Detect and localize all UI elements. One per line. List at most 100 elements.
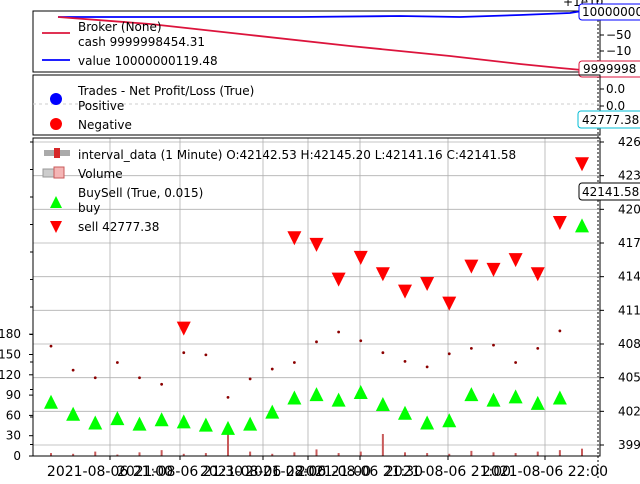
price-point (381, 351, 385, 355)
price-point (71, 368, 75, 372)
price-tick-label: 417 (618, 236, 640, 250)
volume-bar (293, 452, 296, 456)
price-tick-label: 420 (618, 202, 640, 216)
volume-bar (470, 450, 473, 456)
sell-marker (464, 259, 479, 274)
value-line (58, 10, 583, 18)
buy-legend-label: buy (78, 201, 100, 215)
price-tick-label: 408 (618, 337, 640, 351)
price-point (248, 377, 252, 381)
sell-marker (309, 237, 324, 252)
volume-tick-label: 120 (0, 368, 21, 382)
main-panel-frame (32, 137, 601, 457)
cash-tag-box (578, 60, 640, 78)
price-point (536, 346, 540, 350)
buy-marker (309, 387, 324, 402)
sell-marker (442, 296, 457, 311)
volume-bar (116, 454, 119, 456)
sell-marker (420, 277, 435, 292)
volume-legend-label: Volume (78, 167, 123, 181)
volume-bar (536, 451, 539, 456)
buy-marker (353, 385, 368, 399)
price-point (425, 365, 429, 369)
buy-marker (132, 416, 147, 431)
cash-legend-label: cash 9999998454.31 (78, 35, 205, 49)
negative-legend-marker (50, 118, 62, 130)
buy-legend-marker (50, 196, 62, 208)
price-tick-label: 411 (618, 303, 640, 317)
sell-marker (398, 284, 412, 299)
buy-marker (552, 390, 567, 405)
volume-bar (581, 448, 583, 456)
buy-marker (198, 417, 213, 432)
buy-marker (44, 394, 58, 409)
buysell-legend-title: BuySell (True, 0.015) (78, 186, 203, 200)
volume-legend-swatch (42, 168, 56, 178)
value-tag: 10000000 (582, 5, 640, 19)
x-tick-label: 2021-08-06 22:00 (200, 464, 326, 480)
price-point (403, 360, 407, 363)
volume-bar (227, 426, 229, 456)
price-point (447, 352, 451, 356)
buy-marker (110, 411, 125, 426)
price-tick-label: 426 (618, 135, 640, 149)
buy-marker (176, 414, 191, 429)
price-tick-label: 402 (618, 404, 640, 418)
volume-bar (204, 453, 207, 456)
sell-marker (176, 321, 191, 336)
sell-legend-marker (50, 221, 62, 233)
price-point (558, 329, 562, 333)
volume-tick-label: 150 (0, 348, 21, 362)
price-point (204, 353, 208, 357)
trades-tick-label: 0.0 (606, 99, 625, 113)
negative-legend-label: Negative (78, 118, 132, 132)
buy-markers (44, 218, 589, 435)
volume-bar (359, 451, 362, 456)
x-tick-label: 2021-08-06 21:00 (245, 464, 371, 480)
volume-bar (50, 453, 52, 456)
buy-marker (398, 405, 412, 420)
volume-bar (271, 453, 274, 456)
x-tick-label: 2021-08-06 21:30 (297, 464, 423, 480)
trades-legend-title: Trades - Net Profit/Loss (True) (77, 84, 254, 98)
broker-tick-label: −50 (606, 28, 631, 42)
price-tick-label: 405 (618, 371, 640, 385)
sell-marker (530, 267, 545, 282)
volume-bar (72, 453, 75, 456)
sell-marker (486, 262, 501, 277)
volume-bar (94, 451, 97, 456)
buy-marker (420, 415, 435, 430)
sell-marker (552, 216, 567, 231)
price-tag: 42141.58 (582, 185, 639, 199)
sell-marker (353, 250, 368, 265)
positive-legend-label: Positive (78, 99, 124, 113)
volume-bar (448, 453, 451, 456)
price-point (270, 367, 274, 371)
x-tick-label: 2021-08-06 21:30 (117, 464, 243, 480)
buy-marker (530, 395, 545, 410)
buy-marker (331, 392, 346, 407)
ohlc-legend-swatch-red (54, 148, 60, 158)
ohlc-legend-swatch-gray (44, 150, 56, 156)
volume-tick-label: 90 (6, 388, 21, 402)
price-point (160, 382, 164, 386)
ohlc-legend-swatch-gray (60, 150, 70, 156)
ohlc-legend-label: interval_data (1 Minute) O:42142.53 H:42… (78, 148, 516, 162)
buy-marker (575, 218, 589, 233)
buy-marker (464, 387, 479, 402)
volume-axis: 0 30 60 90 120 150 180 (0, 141, 33, 463)
price-point (182, 351, 186, 355)
cash-tag: 9999998 (583, 62, 636, 76)
volume-tick-label: 180 (0, 327, 21, 341)
buy-marker (88, 415, 103, 430)
buy-marker (154, 412, 169, 427)
x-tick-label: 2021-08-06 21:00 (47, 464, 173, 480)
price-point (226, 395, 230, 399)
price-point (315, 340, 318, 344)
sell-marker (287, 231, 302, 246)
volume-bars (50, 426, 583, 456)
trades-panel: Trades - Net Profit/Loss (True) Positive… (32, 74, 640, 136)
sell-legend-label: sell 42777.38 (78, 220, 159, 234)
